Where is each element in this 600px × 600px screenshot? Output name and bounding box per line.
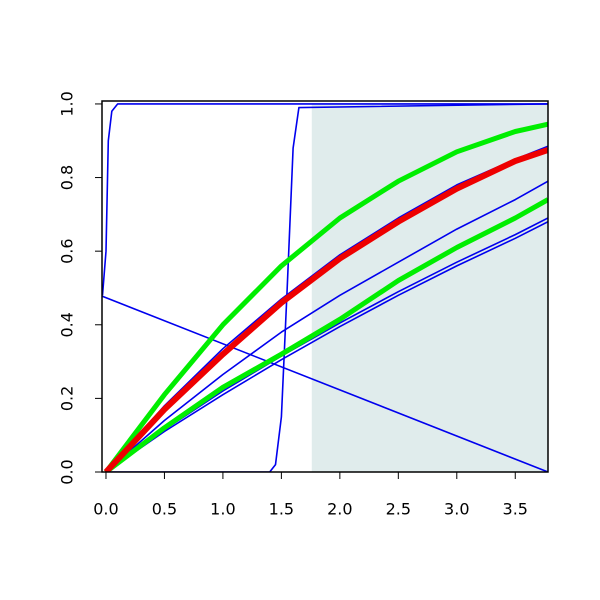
y-tick-label: 0.8 — [58, 165, 77, 190]
curve — [104, 121, 548, 472]
curve — [103, 147, 548, 472]
curve — [105, 220, 548, 472]
plot-area — [102, 103, 548, 472]
x-tick-label: 3.5 — [503, 500, 528, 519]
curve — [102, 103, 548, 296]
curve — [105, 180, 548, 472]
y-tick-label: 0.0 — [58, 459, 77, 484]
y-tick-label: 1.0 — [58, 91, 77, 116]
x-tick-label: 0.5 — [152, 500, 177, 519]
x-tick-label: 3.0 — [444, 500, 469, 519]
curve — [102, 295, 548, 472]
x-tick-label: 2.5 — [386, 500, 411, 519]
x-tick-label: 0.0 — [93, 500, 118, 519]
curve — [104, 197, 548, 472]
x-tick-label: 1.0 — [210, 500, 235, 519]
plot-frame — [101, 100, 549, 473]
y-tick-label: 0.4 — [58, 312, 77, 337]
x-tick-label: 1.5 — [269, 500, 294, 519]
x-tick-label: 2.0 — [327, 500, 352, 519]
y-tick-label: 0.6 — [58, 238, 77, 263]
y-tick-label: 0.2 — [58, 386, 77, 411]
